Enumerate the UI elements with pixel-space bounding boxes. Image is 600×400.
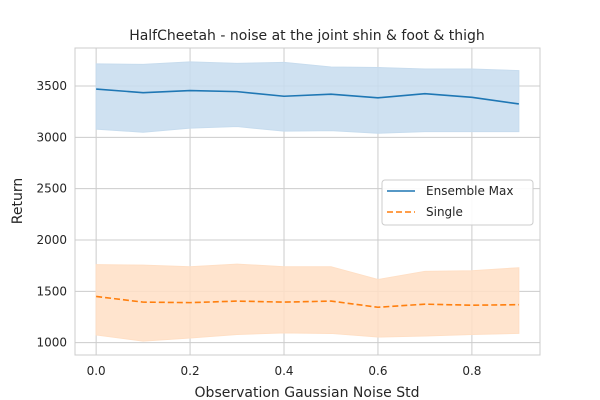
x-tick-label: 0.2	[181, 364, 200, 378]
x-tick-label: 0.6	[368, 364, 387, 378]
band-single	[95, 263, 520, 342]
x-axis-label: Observation Gaussian Noise Std	[195, 385, 420, 400]
legend-label-single: Single	[426, 205, 463, 219]
x-tick-label: 0.4	[274, 364, 293, 378]
y-tick-labels: 1000 1500 2000 2500 3000 3500	[36, 79, 67, 350]
y-tick-label: 3000	[36, 130, 67, 144]
y-tick-label: 2500	[36, 182, 67, 196]
confidence-bands	[95, 61, 520, 342]
series-line-single	[96, 295, 519, 309]
legend-box	[381, 179, 534, 226]
series-line-ensemble-max	[96, 88, 519, 105]
x-tick-labels: 0.0 0.2 0.4 0.6 0.8	[87, 364, 482, 378]
series-lines	[96, 88, 519, 309]
y-tick-label: 1000	[36, 336, 67, 350]
x-tick-label: 0.8	[462, 364, 481, 378]
chart-title: HalfCheetah - noise at the joint shin & …	[129, 28, 485, 44]
y-axis-label: Return	[10, 178, 26, 224]
band-ensemble-max	[95, 61, 520, 134]
y-tick-label: 1500	[36, 284, 67, 298]
y-tick-label: 3500	[36, 79, 67, 93]
x-tick-label: 0.0	[87, 364, 106, 378]
legend: Ensemble Max Single	[381, 179, 534, 226]
legend-label-ensemble-max: Ensemble Max	[426, 184, 513, 198]
y-tick-label: 2000	[36, 233, 67, 247]
